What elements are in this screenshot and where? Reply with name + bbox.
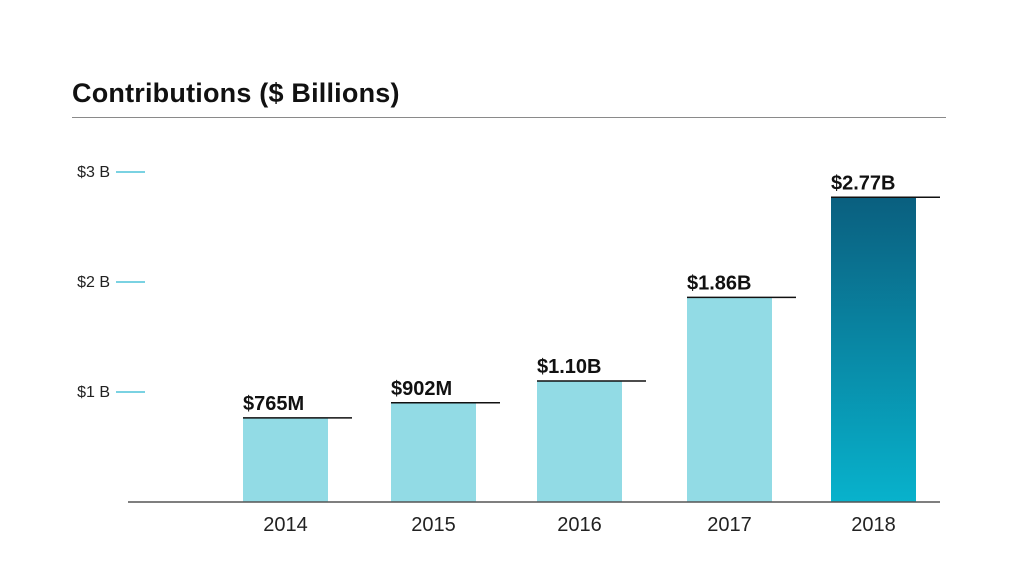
bar xyxy=(687,297,772,502)
x-tick-label: 2016 xyxy=(557,514,602,536)
bar-value-label: $902M xyxy=(391,378,452,400)
y-tick-label: $1 B xyxy=(77,384,110,401)
x-axis: 2014 2015 2016 2017 2018 xyxy=(263,514,896,536)
bar-value-label: $1.10B xyxy=(537,356,602,378)
x-tick-label: 2017 xyxy=(707,514,752,536)
bar xyxy=(831,197,916,503)
chart-title: Contributions ($ Billions) xyxy=(72,78,400,108)
x-tick-label: 2014 xyxy=(263,514,308,536)
bar xyxy=(391,402,476,502)
y-axis: $1 B $2 B $3 B xyxy=(77,164,145,401)
y-tick-label: $3 B xyxy=(77,164,110,181)
bar xyxy=(243,417,328,502)
bar xyxy=(537,381,622,502)
bars: $765M $902M $1.10B $1.86B $2.77B xyxy=(243,172,940,503)
x-tick-label: 2015 xyxy=(411,514,456,536)
bar-value-label: $2.77B xyxy=(831,172,896,194)
bar-value-label: $765M xyxy=(243,393,304,415)
bar-value-label: $1.86B xyxy=(687,272,752,294)
x-tick-label: 2018 xyxy=(851,514,896,536)
title-divider xyxy=(72,117,946,118)
y-tick-label: $2 B xyxy=(77,274,110,291)
